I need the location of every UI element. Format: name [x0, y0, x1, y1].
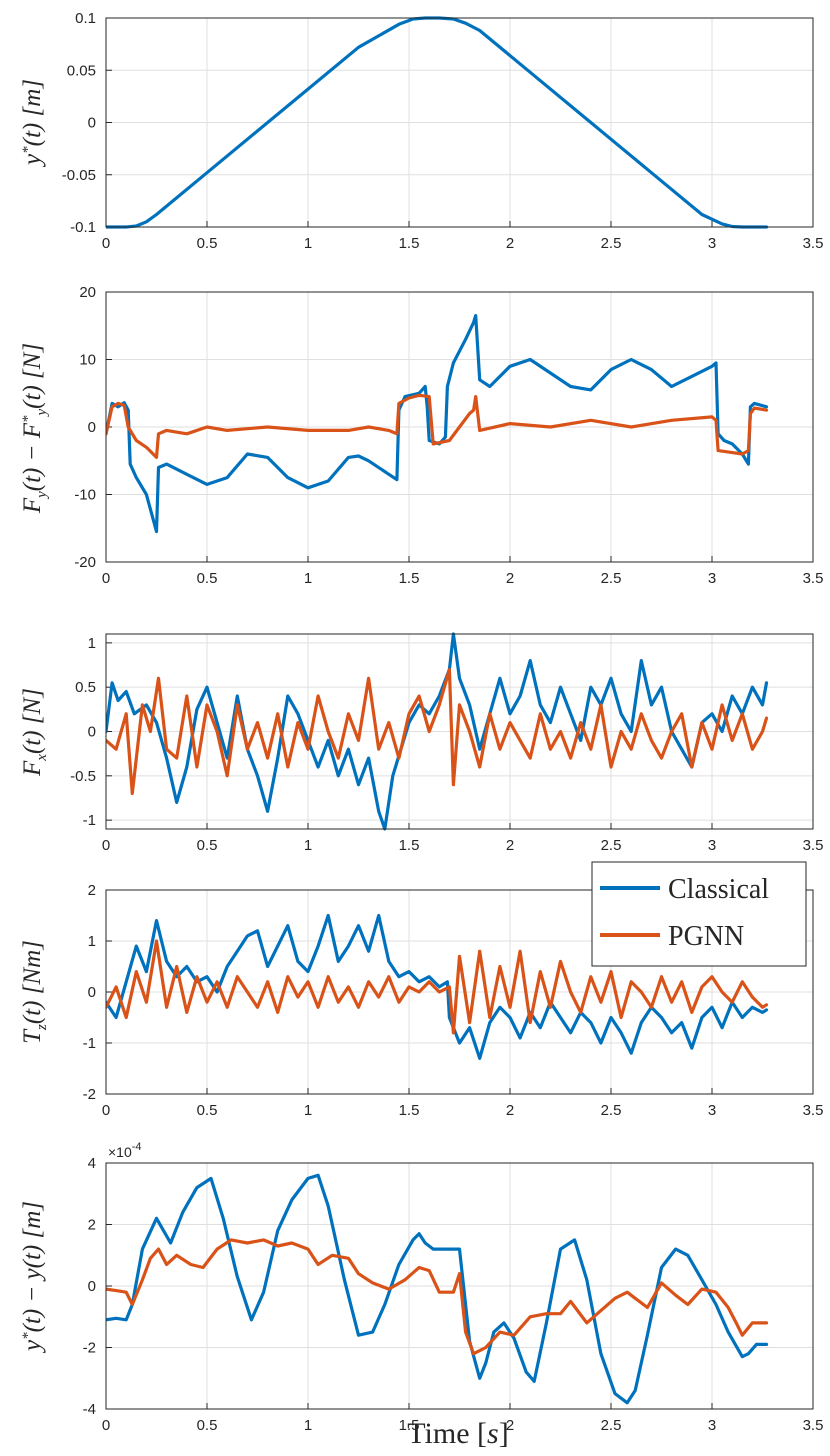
panel-force-x: 0 0.5 1 1.5 2 2.5 3 3.5 -1 -0.5 0 0.5 1 — [70, 632, 824, 854]
x-tick-label: 3.5 — [803, 235, 824, 252]
x-tick-label: 1.5 — [399, 570, 420, 587]
y-tick-label: -20 — [74, 554, 96, 571]
x-tick-label: 2 — [506, 235, 514, 252]
x-tick-label: 1.5 — [399, 235, 420, 252]
y-tick-label: 0.5 — [75, 679, 96, 696]
legend-box — [591, 861, 807, 967]
x-tick-label: 2 — [506, 570, 514, 587]
panel-reference-trajectory: 0 0.5 1 1.5 2 2.5 3 3.5 -0.1 -0.05 0 0.05 0.1 — [62, 10, 824, 252]
y-tick-label: -2 — [83, 1086, 96, 1103]
y-tick-label: -0.1 — [70, 219, 96, 236]
axes-frame — [105, 291, 814, 563]
y-tick-label: 0 — [88, 419, 96, 436]
y-axis-label-position-error: y*(t) − y(t) [m] — [19, 1201, 46, 1354]
x-tick-label: 2 — [506, 1417, 514, 1434]
y-tick-label: -4 — [83, 1401, 96, 1418]
y-tick-label: 10 — [79, 352, 96, 369]
x-tick-label: 1.5 — [399, 1417, 420, 1434]
series-line-pgnn — [106, 1238, 769, 1356]
y-tick-label: 2 — [88, 882, 96, 899]
x-tick-label: 0 — [102, 1102, 110, 1119]
y-tick-label: 4 — [88, 1155, 96, 1172]
y-axis-label-force-x: Fx(t) [N] — [19, 688, 50, 777]
x-tick-label: 0.5 — [197, 837, 218, 854]
axes-frame — [105, 17, 814, 228]
panel-force-y-error: 0 0.5 1 1.5 2 2.5 3 3.5 -20 -10 0 10 20 — [74, 284, 823, 587]
x-tick-label: 3 — [708, 1417, 716, 1434]
y-tick-label: 0 — [88, 1278, 96, 1295]
x-tick-label: 0 — [102, 235, 110, 252]
y-tick-label: -1 — [83, 812, 96, 829]
x-tick-label: 2.5 — [601, 1417, 622, 1434]
y-tick-label: 0.05 — [67, 62, 96, 79]
y-tick-label: 0 — [88, 724, 96, 741]
series-line-classical — [106, 1173, 769, 1405]
x-tick-label: 1 — [304, 1417, 312, 1434]
x-tick-label: 1 — [304, 1102, 312, 1119]
x-tick-label: 1.5 — [399, 1102, 420, 1119]
y-tick-label: -1 — [83, 1035, 96, 1052]
legend: Classical PGNN — [591, 861, 807, 967]
y-tick-label: 1 — [88, 635, 96, 652]
y-tick-label: -10 — [74, 487, 96, 504]
y-tick-label: 2 — [88, 1217, 96, 1234]
x-tick-label: 1 — [304, 570, 312, 587]
y-tick-label: 0 — [88, 115, 96, 132]
x-tick-label: 2 — [506, 1102, 514, 1119]
series-line-pgnn — [106, 667, 769, 796]
x-tick-label: 1.5 — [399, 837, 420, 854]
x-tick-label: 2.5 — [601, 1102, 622, 1119]
series-line-pgnn — [106, 939, 769, 1035]
x-tick-label: 0.5 — [197, 235, 218, 252]
legend-label-classical: Classical — [668, 874, 769, 905]
x-tick-label: 0 — [102, 1417, 110, 1434]
y-tick-label: -0.5 — [70, 768, 96, 785]
x-tick-label: 2 — [506, 837, 514, 854]
x-tick-label: 0.5 — [197, 1102, 218, 1119]
x-tick-label: 0 — [102, 570, 110, 587]
y-axis-label-reference: y*(t) [m] — [19, 79, 46, 168]
x-tick-label: 3.5 — [803, 837, 824, 854]
x-tick-label: 2.5 — [601, 235, 622, 252]
series-line-classical — [106, 314, 769, 534]
x-tick-label: 3.5 — [803, 1417, 824, 1434]
x-tick-label: 3 — [708, 570, 716, 587]
panel-position-error: 0 0.5 1 1.5 2 2.5 3 3.5 -4 -2 0 2 4 — [83, 1155, 824, 1434]
y-axis-label-torque-z: Tz(t) [Nm] — [19, 940, 50, 1044]
x-tick-label: 3 — [708, 1102, 716, 1119]
axes-frame — [105, 889, 814, 1095]
exponent-multiplier: ×10-4 — [108, 1141, 142, 1160]
series-line-classical — [106, 632, 769, 831]
x-tick-label: 3.5 — [803, 1102, 824, 1119]
x-tick-label: 3 — [708, 235, 716, 252]
axes-frame — [105, 633, 814, 830]
y-tick-label: 1 — [88, 933, 96, 950]
x-tick-label: 1 — [304, 235, 312, 252]
y-tick-label: 0 — [88, 984, 96, 1001]
y-tick-label: 0.1 — [75, 10, 96, 27]
y-tick-label: 20 — [79, 284, 96, 301]
series-line-pgnn — [106, 393, 769, 459]
x-axis-label: Time [s] — [407, 1417, 508, 1450]
legend-label-pgnn: PGNN — [668, 921, 744, 952]
x-tick-label: 2.5 — [601, 837, 622, 854]
y-axis-label-force-y-error: Fy(t) − F*y(t) [N] — [19, 343, 50, 514]
x-tick-label: 0 — [102, 837, 110, 854]
axes-frame — [105, 1162, 814, 1410]
y-tick-label: -0.05 — [62, 167, 96, 184]
x-tick-label: 2.5 — [601, 570, 622, 587]
x-tick-label: 3 — [708, 837, 716, 854]
y-tick-label: -2 — [83, 1340, 96, 1357]
x-tick-label: 0.5 — [197, 1417, 218, 1434]
x-tick-label: 1 — [304, 837, 312, 854]
x-tick-label: 0.5 — [197, 570, 218, 587]
x-tick-label: 3.5 — [803, 570, 824, 587]
